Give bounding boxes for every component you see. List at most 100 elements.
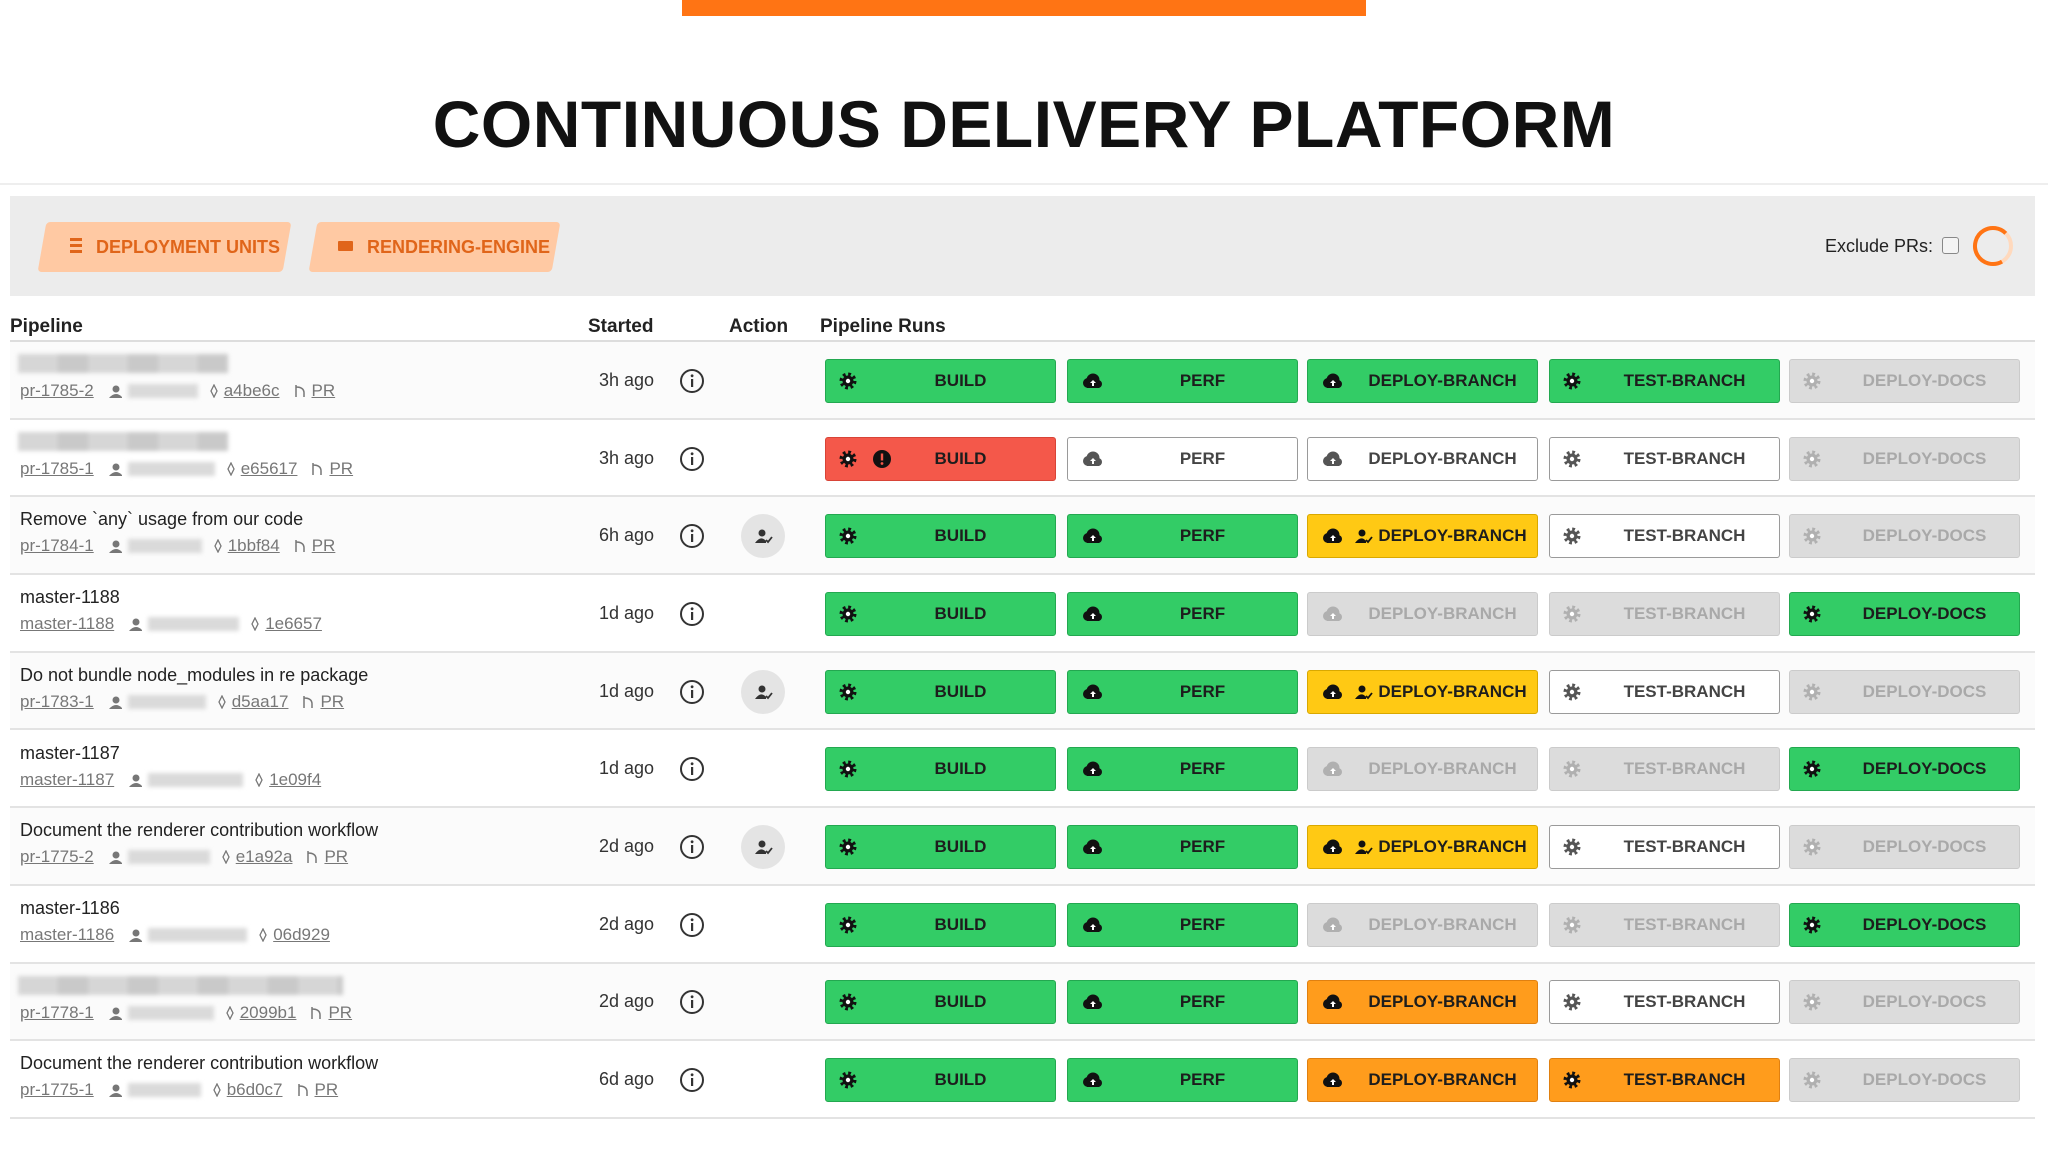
stage-button[interactable]: DEPLOY-BRANCH xyxy=(1307,591,1538,636)
pr-link[interactable]: PR xyxy=(328,1002,353,1022)
run-link[interactable]: master-1186 xyxy=(20,924,115,944)
stage-button[interactable]: PERF xyxy=(1067,514,1298,559)
pr-link[interactable]: PR xyxy=(314,1080,339,1100)
commit-link[interactable]: 06d929 xyxy=(273,924,330,944)
stage-button[interactable]: PERF xyxy=(1067,902,1298,947)
stage-button[interactable]: BUILD xyxy=(825,825,1056,870)
stage-button[interactable]: DEPLOY-DOCS xyxy=(1789,358,2020,403)
stage-button[interactable]: DEPLOY-DOCS xyxy=(1789,436,2020,481)
stage-button[interactable]: TEST-BRANCH xyxy=(1549,591,1780,636)
approve-button[interactable] xyxy=(741,825,785,870)
icon-shape xyxy=(221,850,230,865)
commit-link[interactable]: 2099b1 xyxy=(239,1002,297,1022)
commit-link[interactable]: d5aa17 xyxy=(231,691,289,711)
stage-button[interactable]: BUILD xyxy=(825,1058,1056,1103)
icon-shape xyxy=(1330,1079,1336,1086)
stage-button[interactable]: BUILD xyxy=(825,591,1056,636)
commit-link[interactable]: e65617 xyxy=(240,458,298,478)
run-link[interactable]: pr-1775-1 xyxy=(20,1080,94,1100)
stage-button[interactable]: BUILD xyxy=(825,980,1056,1025)
pr-link[interactable]: PR xyxy=(311,381,336,400)
stage-button[interactable]: TEST-BRANCH xyxy=(1549,902,1780,947)
stage-button[interactable]: DEPLOY-BRANCH xyxy=(1307,669,1538,714)
run-link[interactable]: pr-1785-1 xyxy=(20,458,94,478)
commit-link[interactable]: 1e6657 xyxy=(265,614,322,634)
stage-button[interactable]: TEST-BRANCH xyxy=(1549,980,1780,1025)
stage-button[interactable]: PERF xyxy=(1067,747,1298,792)
stage-button[interactable]: PERF xyxy=(1067,436,1298,481)
stage-button[interactable]: DEPLOY-BRANCH xyxy=(1307,1058,1538,1103)
commit-link[interactable]: a4be6c xyxy=(223,381,280,400)
stage-button[interactable]: PERF xyxy=(1067,825,1298,870)
stage-button[interactable]: BUILD xyxy=(825,436,1056,481)
stage-button[interactable]: BUILD xyxy=(825,514,1056,559)
pipeline-meta: master-1188 1e6657 xyxy=(20,614,322,634)
stage-button[interactable]: BUILD xyxy=(825,669,1056,714)
stage-button[interactable]: TEST-BRANCH xyxy=(1549,747,1780,792)
stage-button[interactable]: DEPLOY-DOCS xyxy=(1789,747,2020,792)
run-link[interactable]: pr-1775-2 xyxy=(20,847,94,867)
stage-button[interactable]: DEPLOY-BRANCH xyxy=(1307,825,1538,870)
redacted-user xyxy=(127,539,202,554)
stage-button[interactable]: PERF xyxy=(1067,669,1298,714)
stage-button[interactable]: DEPLOY-BRANCH xyxy=(1307,747,1538,792)
commit-icon xyxy=(217,694,226,709)
commit-link[interactable]: b6d0c7 xyxy=(226,1080,283,1100)
stage-button[interactable]: DEPLOY-DOCS xyxy=(1789,669,2020,714)
stage-button[interactable]: PERF xyxy=(1067,358,1298,403)
pr-link[interactable]: PR xyxy=(311,536,336,556)
stage-button[interactable]: TEST-BRANCH xyxy=(1549,669,1780,714)
commit-link[interactable]: 1e09f4 xyxy=(269,769,322,789)
run-link[interactable]: pr-1783-1 xyxy=(20,691,94,711)
approve-button[interactable] xyxy=(741,514,785,559)
commit-link[interactable]: e1a92a xyxy=(235,847,293,867)
pipeline-meta: pr-1778-1 2099b1 PR xyxy=(20,1003,352,1023)
stage-button[interactable]: TEST-BRANCH xyxy=(1549,436,1780,481)
stage-button[interactable]: BUILD xyxy=(825,902,1056,947)
redacted-user xyxy=(127,694,206,709)
stage-button[interactable]: DEPLOY-DOCS xyxy=(1789,514,2020,559)
run-link[interactable]: master-1187 xyxy=(20,769,115,789)
icon-shape xyxy=(1563,683,1581,701)
stage-button[interactable]: DEPLOY-DOCS xyxy=(1789,980,2020,1025)
stage-button[interactable]: TEST-BRANCH xyxy=(1549,358,1780,403)
run-link[interactable]: master-1188 xyxy=(20,614,115,634)
stage-button[interactable]: DEPLOY-BRANCH xyxy=(1307,514,1538,559)
stage-button[interactable]: TEST-BRANCH xyxy=(1549,514,1780,559)
stage-button[interactable]: DEPLOY-BRANCH xyxy=(1307,902,1538,947)
stage-button[interactable]: PERF xyxy=(1067,591,1298,636)
tab-label[interactable]: RENDERING-ENGINE xyxy=(367,237,551,257)
icon-shape xyxy=(251,617,259,632)
pr-link[interactable]: PR xyxy=(329,458,354,478)
list-icon xyxy=(70,238,82,241)
approve-button[interactable] xyxy=(741,669,785,714)
stage-label: TEST-BRANCH xyxy=(1623,448,1746,468)
icon-shape xyxy=(1355,849,1366,855)
stage-button[interactable]: DEPLOY-DOCS xyxy=(1789,902,2020,947)
run-link[interactable]: pr-1784-1 xyxy=(20,536,94,556)
stage-button[interactable]: TEST-BRANCH xyxy=(1549,825,1780,870)
stage-button[interactable]: DEPLOY-BRANCH xyxy=(1307,436,1538,481)
run-link[interactable]: pr-1778-1 xyxy=(20,1002,94,1022)
redacted-user xyxy=(127,384,198,398)
stage-button[interactable]: PERF xyxy=(1067,1058,1298,1103)
commit-link[interactable]: 1bbf84 xyxy=(227,536,280,556)
user-icon xyxy=(108,1007,122,1020)
run-link[interactable]: pr-1785-2 xyxy=(20,381,94,400)
icon-shape xyxy=(680,601,704,626)
checkbox[interactable] xyxy=(1942,237,1959,254)
stage-button[interactable]: DEPLOY-BRANCH xyxy=(1307,980,1538,1025)
stage-button[interactable]: DEPLOY-DOCS xyxy=(1789,825,2020,870)
stage-button[interactable]: DEPLOY-BRANCH xyxy=(1307,358,1538,403)
stage-button[interactable]: BUILD xyxy=(825,747,1056,792)
stage-button[interactable]: DEPLOY-DOCS xyxy=(1789,1058,2020,1103)
stage-button[interactable]: PERF xyxy=(1067,980,1298,1025)
stage-button[interactable]: DEPLOY-DOCS xyxy=(1789,591,2020,636)
pr-link[interactable]: PR xyxy=(320,691,345,711)
tab-label[interactable]: DEPLOYMENT UNITS xyxy=(96,237,281,257)
stage-button[interactable]: BUILD xyxy=(825,358,1056,403)
stage-label: BUILD xyxy=(934,914,987,934)
stage-button[interactable]: TEST-BRANCH xyxy=(1549,1058,1780,1103)
approval-icon xyxy=(1355,840,1373,855)
pr-link[interactable]: PR xyxy=(324,847,349,867)
